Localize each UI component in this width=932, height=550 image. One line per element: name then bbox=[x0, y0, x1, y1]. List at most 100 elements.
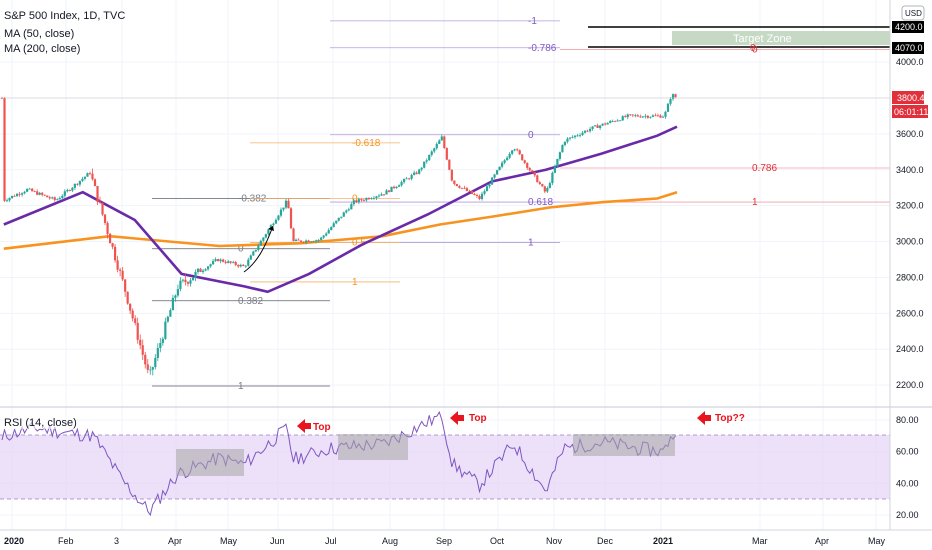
rsi-tick-label-1: 40.00 bbox=[896, 478, 919, 488]
candle-body-28 bbox=[71, 187, 74, 191]
fib-label-D-2: 1 bbox=[752, 197, 758, 208]
currency-box[interactable] bbox=[901, 5, 925, 21]
candle-body-134 bbox=[337, 217, 340, 221]
rally-arrow-head bbox=[268, 226, 274, 231]
candle-body-228 bbox=[573, 135, 577, 138]
candle-body-171 bbox=[430, 151, 433, 155]
currency-label: USD bbox=[905, 9, 922, 18]
candle-body-210 bbox=[528, 167, 531, 171]
candle-body-8 bbox=[21, 193, 24, 195]
target-zone-label: Target Zone bbox=[733, 33, 792, 45]
price-tick-label-6: 3400.0 bbox=[896, 165, 924, 175]
candle-body-136 bbox=[342, 212, 345, 217]
price-tick-label-9: 4000.0 bbox=[896, 57, 924, 67]
candle-body-65 bbox=[164, 321, 167, 339]
target-lower-badge bbox=[892, 42, 924, 54]
candle-body-237 bbox=[596, 125, 599, 128]
candle-body-117 bbox=[294, 239, 298, 242]
candle-body-52 bbox=[131, 310, 134, 319]
candle-body-37 bbox=[93, 179, 97, 186]
candle-body-110 bbox=[277, 215, 280, 220]
candle-body-62 bbox=[156, 348, 159, 358]
candle-body-148 bbox=[372, 197, 376, 199]
candle-body-124 bbox=[312, 241, 315, 243]
candle-body-72 bbox=[181, 279, 185, 281]
candle-body-67 bbox=[169, 310, 172, 317]
candle-body-48 bbox=[121, 270, 124, 280]
top-annotation-1: Top bbox=[297, 419, 331, 433]
legend-ma50: MA (50, close) bbox=[4, 28, 75, 40]
candle-body-257 bbox=[646, 115, 649, 118]
fib-label-C-3: 1 bbox=[352, 277, 358, 288]
candle-body-38 bbox=[96, 185, 99, 202]
candle-body-54 bbox=[136, 322, 139, 340]
candle-body-12 bbox=[31, 188, 34, 192]
candle-body-138 bbox=[347, 209, 350, 211]
candle-body-2 bbox=[5, 200, 9, 202]
candle-body-100 bbox=[252, 251, 255, 256]
candle-body-113 bbox=[284, 200, 288, 208]
candle-body-263 bbox=[661, 116, 665, 118]
candle-body-244 bbox=[614, 121, 617, 122]
candle-body-155 bbox=[390, 186, 393, 192]
candle-body-63 bbox=[159, 343, 162, 349]
candle-body-178 bbox=[448, 159, 451, 170]
candle-body-0 bbox=[0, 98, 4, 99]
candle-body-147 bbox=[370, 198, 373, 200]
target-lower-badge-label: 4070.0 bbox=[895, 43, 923, 53]
candle-body-143 bbox=[360, 199, 363, 201]
candle-body-39 bbox=[98, 201, 102, 203]
candle-body-235 bbox=[591, 126, 594, 129]
candle-body-163 bbox=[410, 174, 413, 179]
candle-body-91 bbox=[229, 261, 232, 263]
price-axis-ticks: 2200.0 2400.0 2600.0 2800.0 3000.0 3200.0 3400… bbox=[896, 57, 924, 390]
candle-body-181 bbox=[455, 183, 458, 187]
countdown-badge bbox=[892, 105, 928, 118]
candle-body-223 bbox=[561, 144, 564, 153]
candle-body-47 bbox=[119, 269, 122, 271]
candle-body-76 bbox=[191, 277, 195, 281]
candle-body-165 bbox=[415, 172, 418, 174]
candle-body-158 bbox=[397, 185, 401, 187]
price-candles bbox=[0, 93, 677, 376]
candle-body-264 bbox=[664, 111, 667, 117]
candle-body-4 bbox=[10, 195, 14, 198]
fib-levels: -0.382 0 0.382 1 -1 -0.786 0 0.618 1 -0.618 0 0.5 1 0… bbox=[152, 16, 890, 392]
candle-body-268 bbox=[674, 94, 677, 98]
time-tick-label-5: Jun bbox=[270, 536, 285, 546]
candle-body-32 bbox=[81, 178, 84, 181]
price-tick-label-4: 3000.0 bbox=[896, 237, 924, 247]
candle-body-229 bbox=[576, 135, 579, 137]
candle-body-103 bbox=[259, 240, 262, 246]
candle-body-81 bbox=[204, 269, 207, 271]
candle-body-213 bbox=[536, 175, 539, 183]
time-tick-label-10: Nov bbox=[546, 536, 563, 546]
candle-body-29 bbox=[73, 183, 76, 188]
candle-body-73 bbox=[184, 279, 187, 283]
candle-body-61 bbox=[154, 357, 157, 368]
current-price-badge bbox=[892, 91, 924, 104]
candle-body-99 bbox=[249, 255, 252, 260]
candle-body-240 bbox=[604, 123, 607, 125]
candle-body-45 bbox=[113, 246, 117, 261]
fib-label-C-1: 0 bbox=[352, 193, 358, 204]
candle-body-241 bbox=[606, 122, 609, 125]
candle-body-182 bbox=[458, 186, 461, 188]
candle-body-23 bbox=[58, 198, 61, 200]
candle-body-191 bbox=[480, 193, 484, 200]
candle-body-15 bbox=[38, 192, 41, 195]
candle-body-49 bbox=[124, 279, 127, 292]
candle-body-151 bbox=[380, 194, 383, 196]
time-tick-label-13: Mar bbox=[752, 536, 768, 546]
fib-label-A-0: -0.382 bbox=[238, 193, 267, 204]
candle-body-119 bbox=[299, 240, 303, 242]
candle-body-132 bbox=[332, 223, 335, 228]
fib-label-D-0: 0 bbox=[752, 45, 758, 56]
candle-body-205 bbox=[516, 149, 519, 151]
rsi-band bbox=[0, 435, 890, 499]
target-upper-badge-label: 4200.0 bbox=[895, 22, 923, 32]
candle-body-160 bbox=[402, 179, 406, 182]
candle-body-239 bbox=[601, 123, 604, 126]
candle-body-51 bbox=[129, 303, 132, 311]
